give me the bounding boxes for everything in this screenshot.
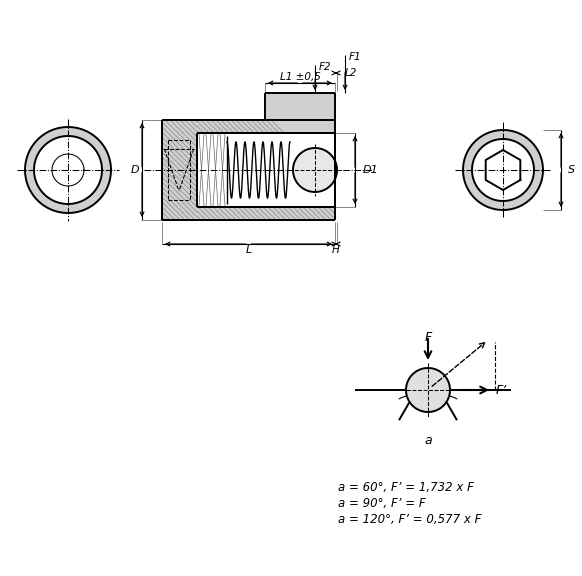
- Text: D: D: [131, 165, 139, 175]
- Bar: [197, 120, 335, 133]
- Text: a = 120°, F’ = 0,577 x F: a = 120°, F’ = 0,577 x F: [338, 513, 481, 526]
- Bar: [197, 133, 335, 207]
- Text: a: a: [424, 434, 432, 447]
- Circle shape: [463, 130, 543, 210]
- Text: H: H: [332, 245, 340, 255]
- Text: D1: D1: [363, 165, 379, 175]
- Text: F1: F1: [349, 52, 361, 62]
- Text: L1 ±0,5: L1 ±0,5: [279, 72, 321, 82]
- Bar: [265, 93, 335, 120]
- Text: F’: F’: [496, 384, 508, 396]
- Bar: [197, 207, 335, 220]
- Text: a = 90°, F’ = F: a = 90°, F’ = F: [338, 498, 425, 510]
- Text: F: F: [424, 331, 432, 344]
- Text: a = 60°, F’ = 1,732 x F: a = 60°, F’ = 1,732 x F: [338, 482, 474, 495]
- Text: L: L: [246, 245, 251, 255]
- Text: F2: F2: [319, 62, 332, 72]
- Text: L2: L2: [345, 68, 357, 78]
- Polygon shape: [293, 148, 337, 192]
- Text: S: S: [568, 165, 575, 175]
- Polygon shape: [406, 368, 450, 412]
- Bar: [162, 120, 197, 220]
- Circle shape: [25, 127, 111, 213]
- Circle shape: [34, 136, 102, 204]
- Circle shape: [472, 139, 534, 201]
